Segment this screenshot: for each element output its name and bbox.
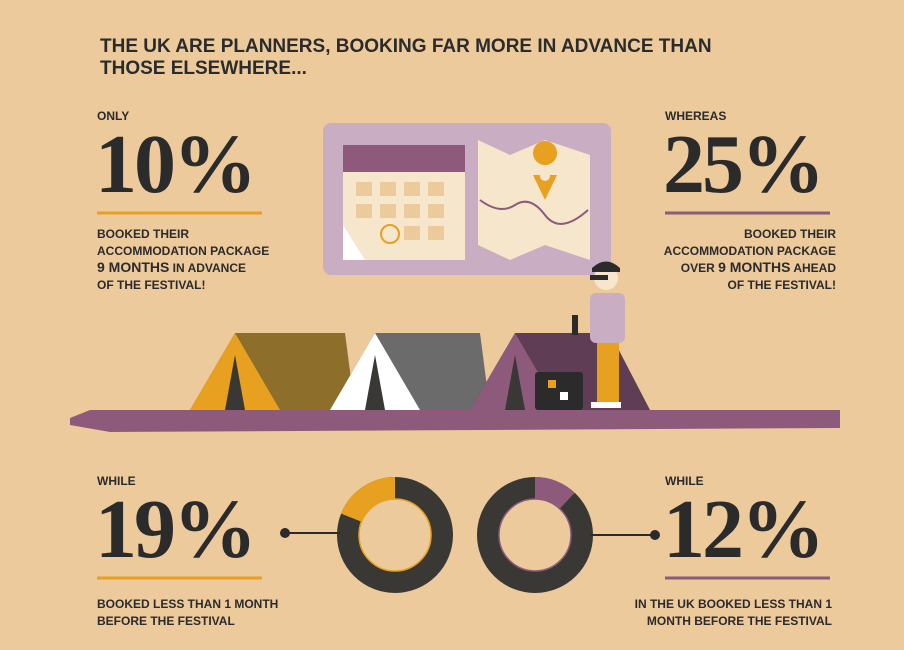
donut-inner-ring [358,498,432,572]
donut-inner-ring [498,498,572,572]
title: THOSE ELSEWHERE... [100,58,307,79]
stat-description: OVER 9 MONTHS AHEAD [681,259,837,275]
description-part: IN THE UK BOOKED LESS THAN 1 [635,597,833,611]
description-part: BOOKED THEIR [744,227,836,241]
stat-description: BEFORE THE FESTIVAL [97,614,235,628]
donut [477,477,593,593]
description-part: 9 MONTHS [718,259,790,275]
description-part: BEFORE THE FESTIVAL [97,614,235,628]
stat-description: OF THE FESTIVAL! [728,278,836,292]
stat-description: OF THE FESTIVAL! [97,278,205,292]
content: THE UK ARE PLANNERS, BOOKING FAR MORE IN… [95,36,836,628]
stat-description: IN THE UK BOOKED LESS THAN 1 [635,597,833,611]
description-part: BOOKED THEIR [97,227,189,241]
tents-illustration [70,261,840,432]
stat-description: 9 MONTHS IN ADVANCE [97,259,246,275]
stat-figure: 25% [663,118,822,211]
description-part: BOOKED LESS THAN 1 MONTH [97,597,278,611]
description-part: OVER [681,261,718,275]
stat-intro: WHILE [97,474,136,488]
stat-description: MONTH BEFORE THE FESTIVAL [647,614,832,628]
description-part: OF THE FESTIVAL! [728,278,836,292]
donut [337,477,453,593]
stat-intro: WHILE [665,474,704,488]
description-part: MONTH BEFORE THE FESTIVAL [647,614,832,628]
connector-dot [280,528,290,538]
stat-intro: WHEREAS [665,109,726,123]
stat-description: BOOKED THEIR [97,227,189,241]
donut-segment [337,477,453,593]
description-part: ACCOMMODATION PACKAGE [664,244,836,258]
stat-figure: 12% [663,483,822,576]
description-part: ACCOMMODATION PACKAGE [97,244,269,258]
description-part: IN ADVANCE [169,261,246,275]
calendar-map-illustration [323,123,611,275]
stat-intro: ONLY [97,109,129,123]
donut-segment [477,477,593,593]
connector-dot [650,530,660,540]
stat-description: BOOKED THEIR [744,227,836,241]
stat-description: ACCOMMODATION PACKAGE [664,244,836,258]
stat-figure: 10% [95,118,254,211]
stat-description: ACCOMMODATION PACKAGE [97,244,269,258]
description-part: 9 MONTHS [97,259,169,275]
stat-description: BOOKED LESS THAN 1 MONTH [97,597,278,611]
title: THE UK ARE PLANNERS, BOOKING FAR MORE IN… [100,36,712,57]
stat-figure: 19% [95,483,254,576]
description-part: OF THE FESTIVAL! [97,278,205,292]
description-part: AHEAD [790,261,836,275]
